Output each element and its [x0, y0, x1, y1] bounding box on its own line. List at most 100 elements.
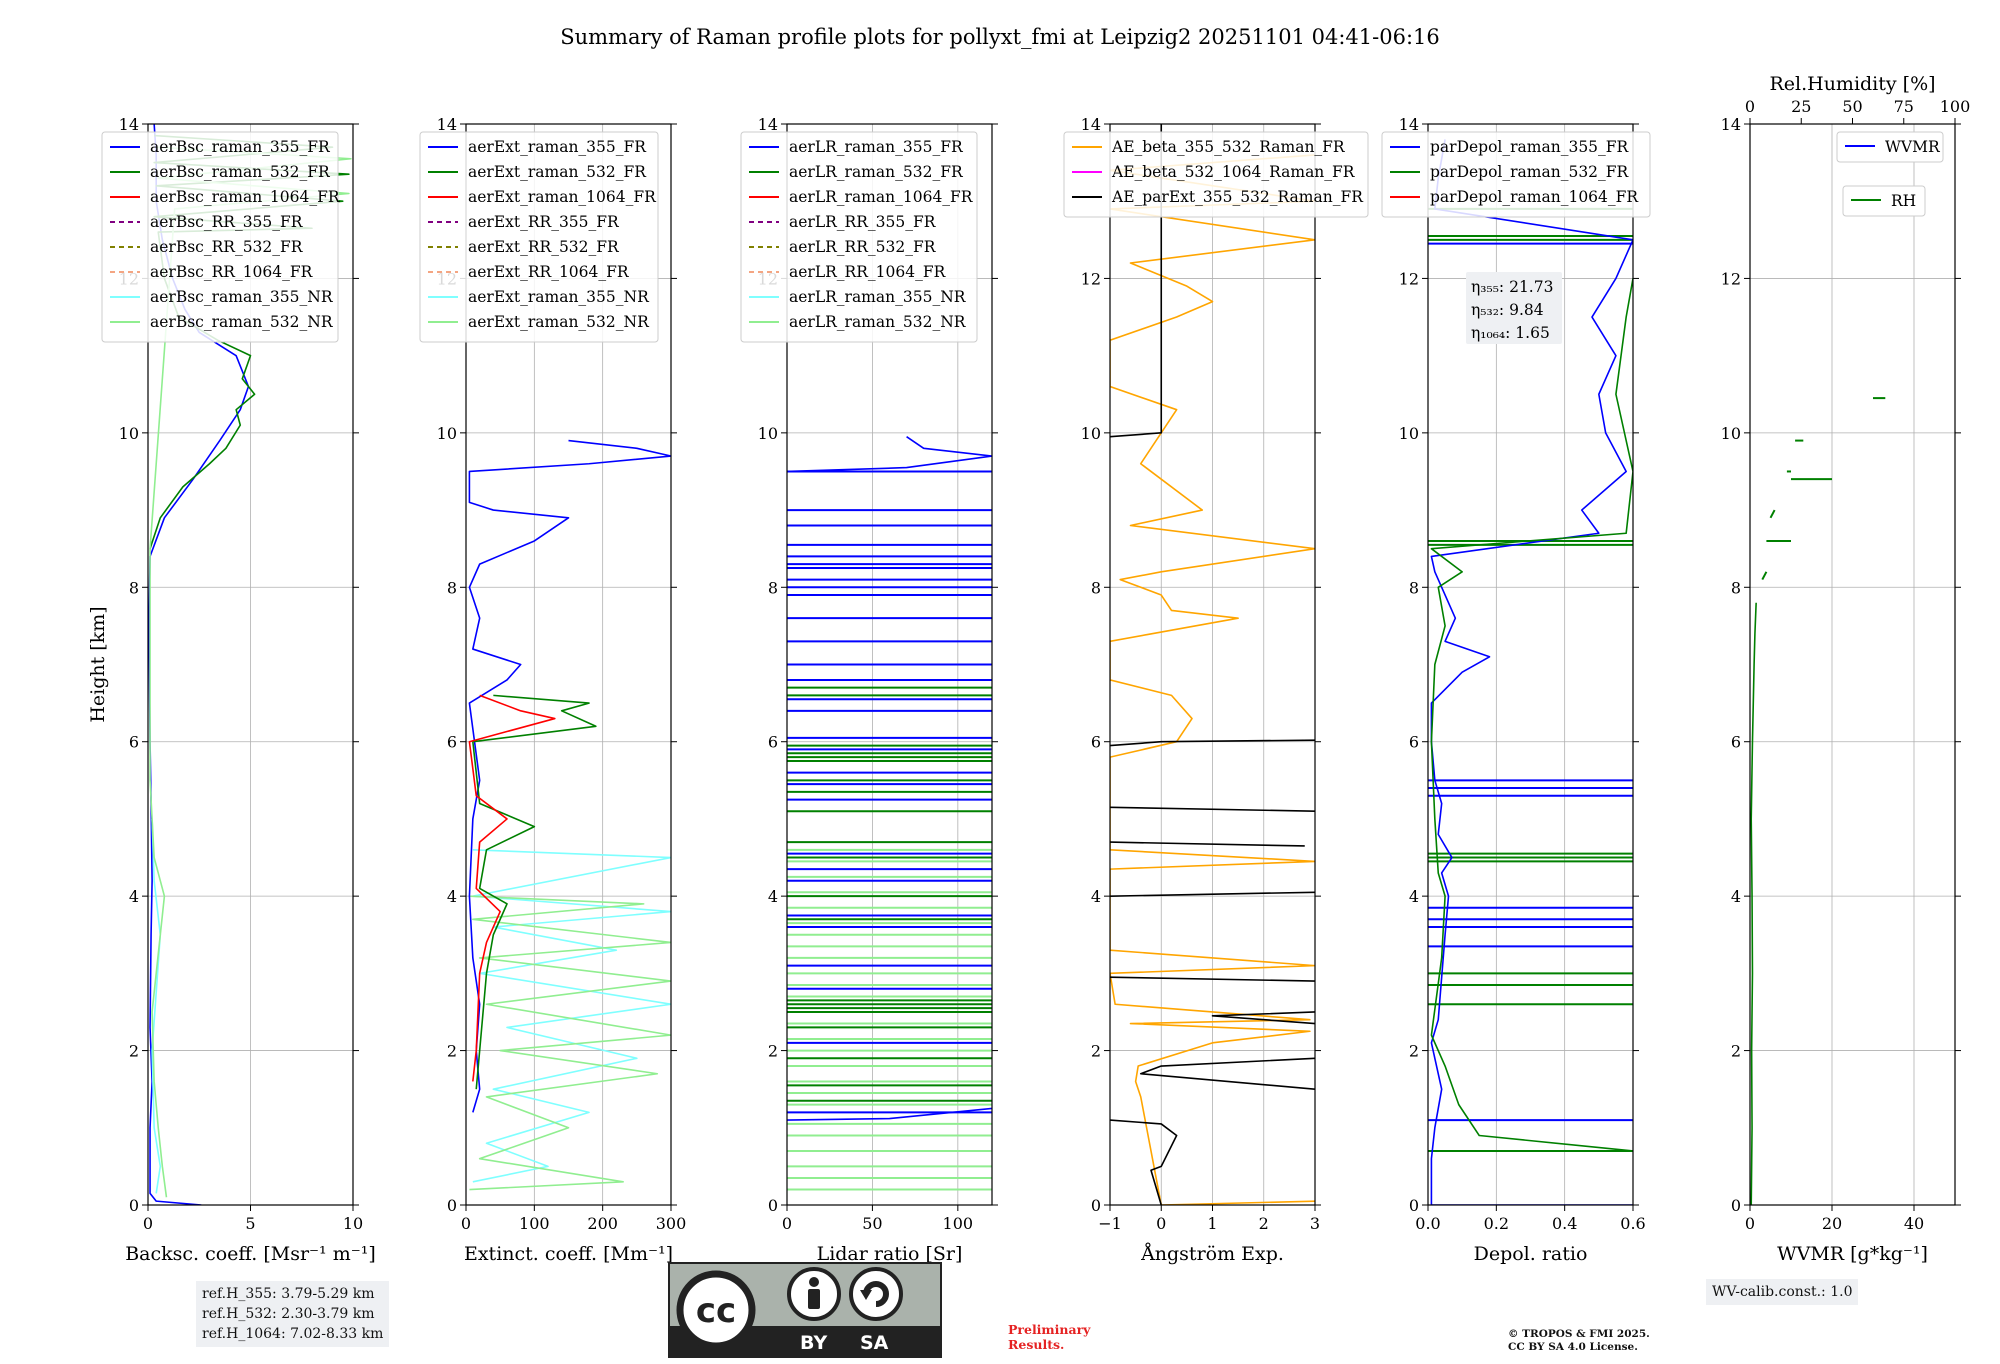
- series-line-aerExt_raman_532_NR: [469, 895, 671, 1191]
- cc-sa-label: SA: [860, 1332, 889, 1354]
- series-line-aerLR_raman_355_FR_top: [787, 436, 992, 473]
- legend-label: aerExt_RR_355_FR: [468, 213, 620, 231]
- y-tick-label: 14: [1399, 115, 1419, 134]
- x-tick-label: 0: [143, 1214, 153, 1233]
- series-line-AE_parExt_c: [1211, 1011, 1315, 1025]
- data-segment: [1769, 509, 1776, 519]
- legend-lr: aerLR_raman_355_FR aerLR_raman_532_FR aerL…: [740, 131, 978, 343]
- preliminary-line-1: Preliminary: [1008, 1322, 1091, 1337]
- data-segment: [1761, 571, 1768, 581]
- legend-label: aerBsc_raman_532_NR: [150, 313, 334, 331]
- preliminary-note: Preliminary Results.: [1008, 1322, 1090, 1352]
- y-tick-label: 0: [1731, 1196, 1741, 1215]
- x-tick-label: 0: [782, 1214, 792, 1233]
- plot-area-ext: [468, 439, 671, 1191]
- legend-frame: [1381, 131, 1651, 218]
- x-axis-title: Backsc. coeff. [Msr⁻¹ m⁻¹]: [125, 1243, 376, 1265]
- wv-calibration-box: WV-calib.const.: 1.0: [1706, 1279, 1859, 1305]
- legend-frame: [1842, 185, 1926, 217]
- legend-frame: [1836, 131, 1944, 163]
- y-tick-label: 10: [758, 424, 778, 443]
- y-tick-label: 2: [1091, 1042, 1101, 1061]
- x-tick-label: −1: [1098, 1214, 1122, 1233]
- y-tick-label: 6: [129, 733, 139, 752]
- series-line-AE_parExt_f: [1110, 841, 1305, 847]
- attribution-head: [809, 1277, 819, 1287]
- y-tick-label: 12: [1721, 269, 1741, 288]
- y-tick-label: 4: [1091, 887, 1101, 906]
- chart-lr: 02468101214050100Lidar ratio [Sr]aerLR_r…: [740, 115, 998, 1265]
- x-tick-label: 0.0: [1415, 1214, 1440, 1233]
- x-tick-label: 10: [343, 1214, 363, 1233]
- legend-depol: parDepol_raman_355_FR parDepol_raman_532_…: [1381, 131, 1651, 218]
- y-tick-label: 6: [1731, 733, 1741, 752]
- top-axis-title: Rel.Humidity [%]: [1769, 73, 1935, 95]
- x-axis-title: Ångström Exp.: [1140, 1243, 1284, 1265]
- y-tick-label: 14: [1081, 115, 1101, 134]
- series-line-AE_parExt_g: [1110, 806, 1315, 813]
- x-tick-label: 200: [587, 1214, 618, 1233]
- share-alike-icon: [849, 1267, 903, 1321]
- y-tick-label: 2: [129, 1042, 139, 1061]
- y-axis-title: Height [km]: [87, 606, 109, 722]
- y-tick-label: 14: [1721, 115, 1741, 134]
- legend-label: aerBsc_RR_1064_FR: [150, 263, 314, 281]
- attribution-body: [808, 1289, 820, 1309]
- legend-label: parDepol_raman_355_FR: [1430, 138, 1630, 156]
- x-tick-label: 100: [519, 1214, 550, 1233]
- x-axis-title: Extinct. coeff. [Mm⁻¹]: [464, 1243, 673, 1265]
- y-tick-label: 2: [768, 1042, 778, 1061]
- x-tick-label: 2: [1259, 1214, 1269, 1233]
- y-tick-label: 6: [447, 733, 457, 752]
- legend-label: aerExt_RR_1064_FR: [468, 263, 630, 281]
- series-line-aerBsc_raman_355_NR: [151, 818, 162, 1194]
- eta-box: [1466, 272, 1562, 344]
- legend-frame: [1063, 131, 1369, 218]
- series-line-AE_beta_355_532_Raman_FR: [1110, 154, 1315, 1205]
- x-tick-label: 5: [245, 1214, 255, 1233]
- x-tick-label: 100: [943, 1214, 974, 1233]
- wv-calib-const: WV-calib.const.: 1.0: [1712, 1284, 1853, 1300]
- series-line-aerExt_raman_355_FR: [468, 439, 671, 1113]
- legend-frame: [101, 131, 339, 343]
- series-line-parDepol_raman_532_FR: [1430, 278, 1633, 1152]
- legend-label: aerExt_raman_355_NR: [468, 288, 650, 306]
- y-tick-label: 4: [1731, 887, 1741, 906]
- x-tick-label: 0.6: [1620, 1214, 1645, 1233]
- top-x-tick-label: 100: [1940, 97, 1971, 116]
- y-tick-label: 0: [768, 1196, 778, 1215]
- x-axis-title: WVMR [g*kg⁻¹]: [1777, 1243, 1928, 1265]
- x-tick-label: 0: [461, 1214, 471, 1233]
- x-tick-label: 0.2: [1484, 1214, 1509, 1233]
- series-line-AE_parExt_355_532_Raman_FR: [1110, 1119, 1178, 1205]
- eta-label: η₁₀₆₄: 1.65: [1471, 324, 1550, 342]
- y-tick-label: 4: [768, 887, 778, 906]
- x-tick-label: 0: [1156, 1214, 1166, 1233]
- axes-frame: [1427, 123, 1634, 1206]
- axes-frame: [1749, 123, 1956, 1206]
- legend-label: aerBsc_raman_532_FR: [150, 163, 331, 181]
- copyright-line-2: CC BY SA 4.0 License.: [1508, 1341, 1638, 1353]
- top-x-tick-label: 0: [1745, 97, 1755, 116]
- top-x-tick-label: 75: [1894, 97, 1914, 116]
- y-tick-label: 2: [1731, 1042, 1741, 1061]
- x-tick-label: 0: [1745, 1214, 1755, 1233]
- y-tick-label: 4: [129, 887, 139, 906]
- legend-label: aerLR_raman_355_NR: [789, 288, 967, 306]
- eta-label: η₃₅₅: 21.73: [1471, 278, 1553, 296]
- series-line-aerExt_raman_1064_FR: [468, 694, 556, 1082]
- plot-area-ae: [1110, 124, 1315, 1205]
- legend-label: aerBsc_raman_1064_FR: [150, 188, 341, 206]
- figure-title: Summary of Raman profile plots for polly…: [560, 25, 1440, 49]
- y-tick-label: 4: [447, 887, 457, 906]
- y-tick-label: 8: [447, 578, 457, 597]
- top-x-tick-label: 50: [1842, 97, 1862, 116]
- cc-by-label: BY: [800, 1332, 828, 1354]
- axes-frame: [786, 123, 993, 1206]
- copyright-note: © TROPOS & FMI 2025. CC BY SA 4.0 Licens…: [1508, 1328, 1650, 1354]
- series-line-AE_parExt_i: [1110, 124, 1163, 438]
- y-tick-label: 8: [1731, 578, 1741, 597]
- series-line-AE_parExt_e: [1110, 891, 1315, 897]
